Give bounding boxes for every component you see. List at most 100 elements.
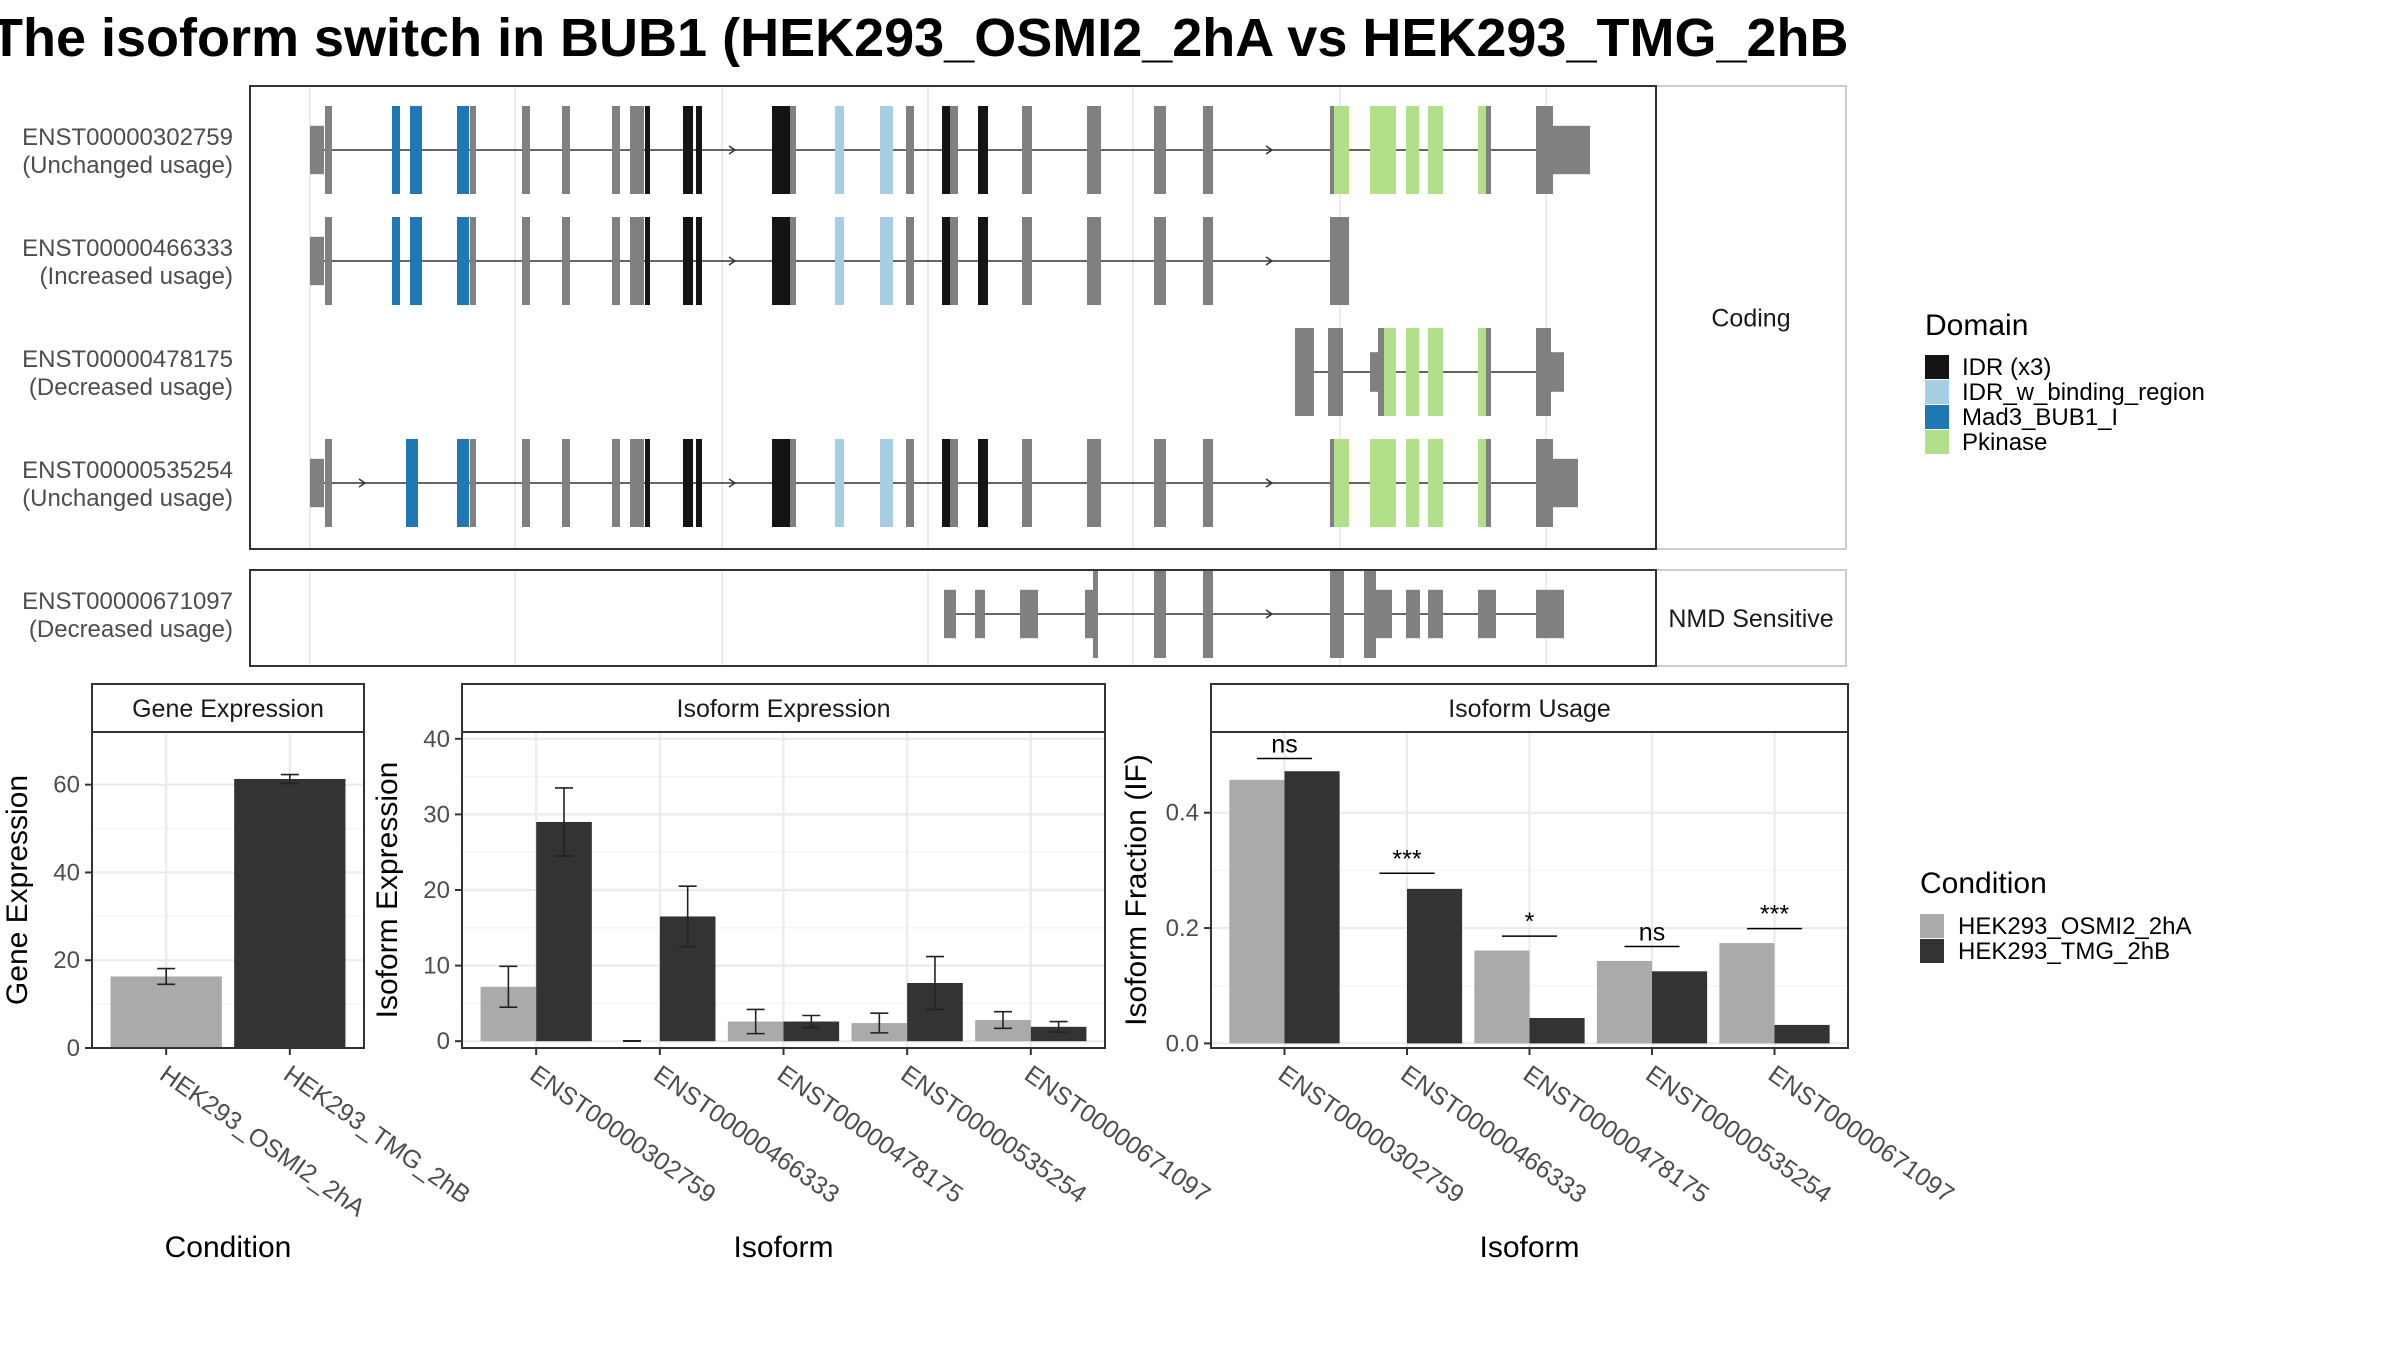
exon-block (1330, 439, 1334, 527)
exon-block (1087, 217, 1101, 305)
exon-block (457, 439, 469, 527)
exon-block (942, 217, 950, 305)
exon-block (683, 106, 693, 194)
strand-arrow (1265, 478, 1274, 488)
domain-legend-label: IDR_w_binding_region (1962, 379, 2205, 406)
transcript-id-label: ENST00000478175 (22, 346, 233, 373)
exon-block (1154, 570, 1166, 658)
exon-block (645, 217, 650, 305)
y-tick-label: 20 (53, 947, 80, 974)
panel-strip (1210, 683, 1849, 733)
bar (1596, 960, 1652, 1044)
bar (1474, 950, 1530, 1044)
y-axis-label: Isoform Expression (371, 762, 404, 1019)
domain-legend-key (1925, 405, 1949, 429)
bar (1229, 779, 1285, 1044)
exon-block (612, 106, 620, 194)
panel-strip-label: Gene Expression (132, 695, 324, 723)
exon-block (1486, 439, 1491, 527)
exon-block (522, 106, 530, 194)
exon-block (1428, 589, 1443, 639)
transcript-usage-label: (Unchanged usage) (22, 485, 233, 512)
bar (1407, 888, 1463, 1044)
exon-block (1022, 106, 1032, 194)
y-tick-label: 30 (423, 801, 450, 828)
domain-legend-label: IDR (x3) (1962, 354, 2051, 381)
transcript-usage-label: (Increased usage) (40, 263, 233, 290)
exon-block (1370, 439, 1396, 527)
bar (110, 976, 222, 1048)
condition-legend-title: Condition (1920, 867, 2047, 900)
significance-label: ns (1639, 919, 1665, 947)
exon-block (325, 106, 332, 194)
x-axis-label: Isoform (733, 1231, 833, 1264)
exon-block (942, 106, 950, 194)
exon-block (1020, 589, 1038, 639)
exon-block (978, 439, 988, 527)
exon-block (1378, 328, 1384, 416)
exon-block (772, 106, 790, 194)
exon-block (325, 439, 332, 527)
exon-block (1553, 125, 1590, 175)
y-tick-label: 60 (53, 772, 80, 799)
exon-block (978, 106, 988, 194)
transcript-panel-border (249, 85, 1657, 550)
exon-block (470, 217, 476, 305)
exon-block (1536, 328, 1551, 416)
transcript-id-label: ENST00000302759 (22, 124, 233, 151)
exon-block (612, 439, 620, 527)
exon-block (1330, 106, 1334, 194)
exon-block (1203, 217, 1213, 305)
exon-block (1203, 106, 1213, 194)
y-axis-label: Isoform Fraction (IF) (1120, 754, 1153, 1026)
exon-block (1334, 217, 1349, 305)
exon-block (522, 439, 530, 527)
transcript-panel-border (249, 569, 1657, 667)
x-axis-label: Condition (165, 1231, 292, 1264)
exon-block (392, 106, 400, 194)
exon-block (1085, 589, 1093, 639)
y-tick-label: 40 (423, 726, 450, 753)
y-tick-label: 0.4 (1166, 800, 1199, 827)
exon-block (790, 217, 796, 305)
exon-block (310, 458, 324, 508)
exon-block (772, 217, 790, 305)
exon-block (1478, 439, 1486, 527)
exon-block (1486, 328, 1491, 416)
exon-block (1384, 328, 1396, 416)
exon-block (1087, 439, 1101, 527)
exon-block (1406, 439, 1419, 527)
exon-block (522, 217, 530, 305)
exon-block (880, 439, 893, 527)
exon-block (835, 106, 844, 194)
y-tick-label: 0 (67, 1035, 80, 1062)
exon-block (630, 439, 644, 527)
exon-block (562, 217, 570, 305)
exon-block (562, 439, 570, 527)
bar (975, 1020, 1031, 1042)
transcript-usage-label: (Decreased usage) (29, 374, 233, 401)
significance-label: ns (1271, 731, 1297, 759)
exon-block (1154, 217, 1166, 305)
bar (1719, 943, 1775, 1044)
facet-strip (1655, 569, 1847, 667)
exon-block (1370, 106, 1396, 194)
panel-strip (91, 683, 365, 733)
exon-block (975, 589, 985, 639)
exon-block (630, 106, 644, 194)
transcript-id-label: ENST00000671097 (22, 588, 233, 615)
exon-block (1553, 458, 1578, 508)
y-tick-label: 0.0 (1166, 1030, 1199, 1057)
x-axis-label: Isoform (1479, 1231, 1579, 1264)
exon-block (906, 439, 914, 527)
strand-arrow (1265, 145, 1274, 155)
condition-legend-label: HEK293_OSMI2_2hA (1958, 913, 2191, 940)
bar (1774, 1024, 1830, 1044)
facet-strip (1655, 85, 1847, 550)
exon-block (1334, 106, 1349, 194)
bar (1030, 1026, 1087, 1042)
exon-block (942, 439, 950, 527)
exon-block (1478, 106, 1486, 194)
